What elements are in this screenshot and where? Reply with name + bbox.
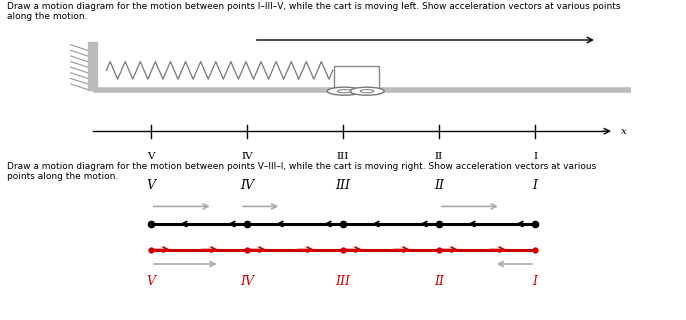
Text: IV: IV — [240, 275, 254, 288]
Text: V: V — [146, 275, 156, 288]
Text: I: I — [532, 179, 538, 192]
Text: III: III — [337, 152, 349, 161]
Bar — [334, 66, 379, 90]
Text: IV: IV — [241, 152, 252, 161]
Text: II: II — [435, 152, 443, 161]
Text: II: II — [434, 275, 444, 288]
Text: Draw a motion diagram for the motion between points V–III–I, while the cart is m: Draw a motion diagram for the motion bet… — [7, 162, 596, 181]
Circle shape — [350, 87, 384, 95]
Text: x: x — [621, 127, 627, 136]
Text: V: V — [146, 179, 156, 192]
Text: I: I — [532, 275, 538, 288]
Text: III: III — [335, 179, 351, 192]
Circle shape — [360, 90, 374, 93]
Bar — [88, 42, 97, 90]
Text: V: V — [147, 152, 154, 161]
Text: IV: IV — [240, 179, 254, 192]
Text: II: II — [434, 179, 444, 192]
Text: I: I — [533, 152, 537, 161]
Text: Draw a motion diagram for the motion between points I–III–V, while the cart is m: Draw a motion diagram for the motion bet… — [7, 2, 620, 21]
Circle shape — [327, 87, 362, 95]
Text: III: III — [335, 275, 351, 288]
Circle shape — [338, 90, 351, 93]
